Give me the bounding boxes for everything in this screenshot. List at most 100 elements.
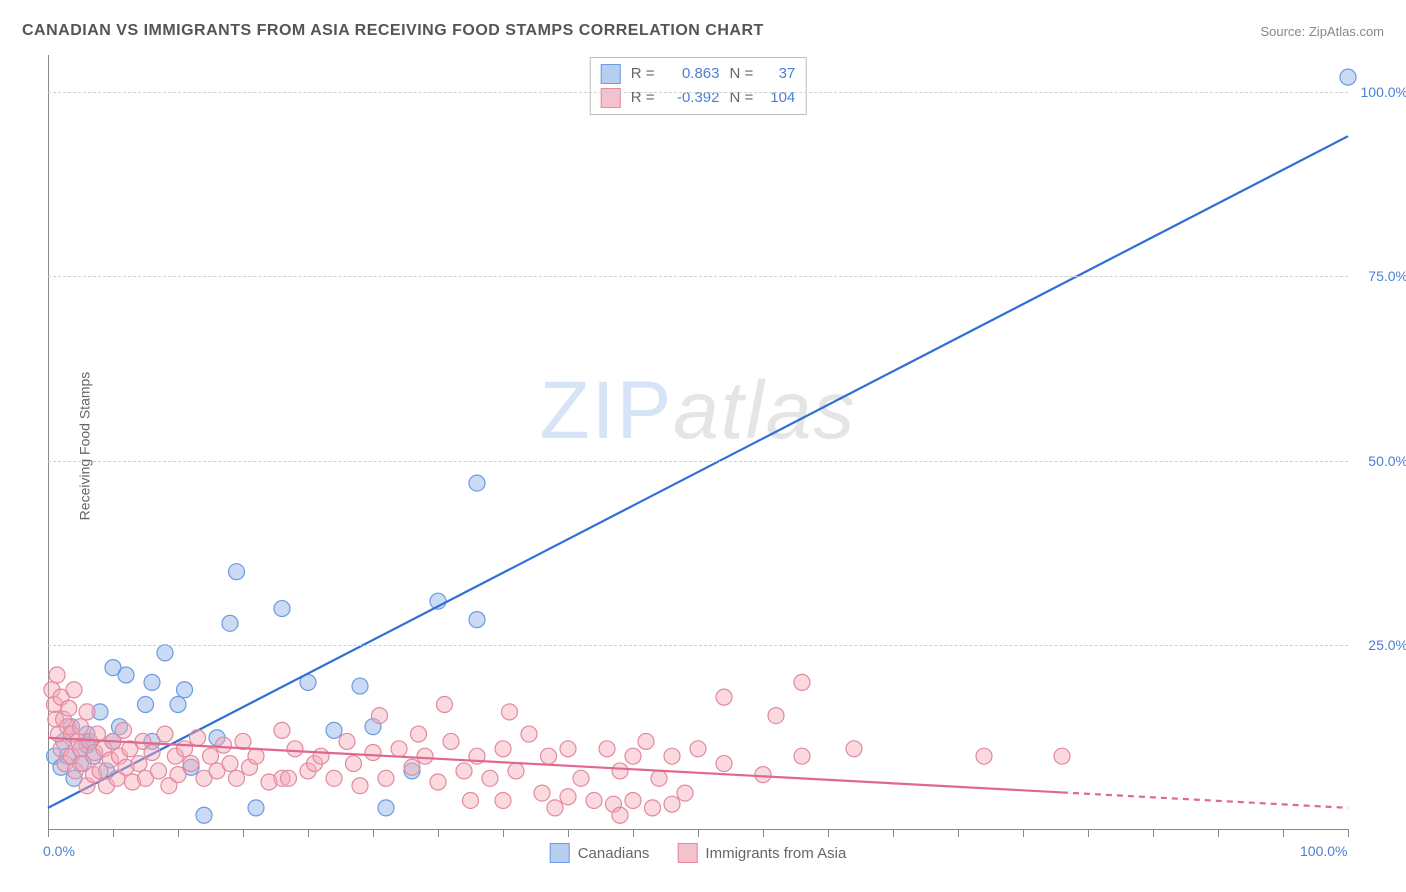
scatter-point <box>716 689 732 705</box>
scatter-point <box>274 722 290 738</box>
stats-row-immigrants: R = -0.392 N = 104 <box>601 86 796 110</box>
scatter-point <box>625 792 641 808</box>
stat-r-label: R = <box>631 86 655 110</box>
scatter-point <box>66 682 82 698</box>
scatter-point <box>469 612 485 628</box>
legend-item-immigrants: Immigrants from Asia <box>677 843 846 863</box>
stat-n-label: N = <box>730 62 754 86</box>
scatter-point <box>352 678 368 694</box>
scatter-point <box>248 748 264 764</box>
scatter-point <box>768 708 784 724</box>
gridline <box>48 461 1348 462</box>
scatter-point <box>586 792 602 808</box>
scatter-point <box>73 719 89 735</box>
scatter-point <box>346 756 362 772</box>
x-tick <box>243 829 244 837</box>
scatter-point <box>115 722 131 738</box>
scatter-point <box>443 733 459 749</box>
scatter-point <box>417 748 433 764</box>
scatter-point <box>437 697 453 713</box>
scatter-point <box>352 778 368 794</box>
scatter-point <box>183 756 199 772</box>
stats-box: R = 0.863 N = 37 R = -0.392 N = 104 <box>590 57 807 115</box>
swatch-canadians <box>601 64 621 84</box>
x-tick <box>178 829 179 837</box>
scatter-point <box>196 807 212 823</box>
trend-line <box>48 136 1348 808</box>
x-tick <box>1348 829 1349 837</box>
scatter-point <box>677 785 693 801</box>
trend-line-extrapolated <box>1062 792 1348 807</box>
scatter-point <box>612 763 628 779</box>
scatter-point <box>430 774 446 790</box>
stat-r-value-immigrants: -0.392 <box>665 86 720 110</box>
scatter-point <box>287 741 303 757</box>
scatter-point <box>846 741 862 757</box>
stat-n-label: N = <box>730 86 754 110</box>
legend-item-canadians: Canadians <box>550 843 650 863</box>
scatter-point <box>138 697 154 713</box>
x-tick <box>1023 829 1024 837</box>
x-tick-label: 100.0% <box>1300 843 1347 859</box>
x-tick <box>48 829 49 837</box>
scatter-point <box>469 475 485 491</box>
scatter-point <box>690 741 706 757</box>
scatter-point <box>573 770 589 786</box>
scatter-point <box>599 741 615 757</box>
x-tick <box>438 829 439 837</box>
x-tick-label: 0.0% <box>43 843 75 859</box>
scatter-point <box>248 800 264 816</box>
scatter-point <box>560 789 576 805</box>
x-tick <box>113 829 114 837</box>
gridline <box>48 276 1348 277</box>
x-tick <box>1283 829 1284 837</box>
scatter-point <box>372 708 388 724</box>
x-tick <box>1218 829 1219 837</box>
y-tick-label: 50.0% <box>1353 453 1406 469</box>
scatter-point <box>326 770 342 786</box>
y-tick-label: 25.0% <box>1353 637 1406 653</box>
plot-svg <box>48 55 1348 829</box>
scatter-point <box>170 697 186 713</box>
x-tick <box>568 829 569 837</box>
scatter-point <box>326 722 342 738</box>
legend: Canadians Immigrants from Asia <box>550 843 847 863</box>
scatter-point <box>151 763 167 779</box>
x-tick <box>1088 829 1089 837</box>
scatter-point <box>177 741 193 757</box>
scatter-point <box>625 748 641 764</box>
scatter-point <box>131 756 147 772</box>
x-tick <box>958 829 959 837</box>
scatter-point <box>463 792 479 808</box>
x-tick <box>373 829 374 837</box>
stats-row-canadians: R = 0.863 N = 37 <box>601 62 796 86</box>
scatter-point <box>495 741 511 757</box>
chart-source: Source: ZipAtlas.com <box>1260 24 1384 39</box>
scatter-point <box>534 785 550 801</box>
x-tick <box>893 829 894 837</box>
scatter-point <box>274 601 290 617</box>
scatter-point <box>794 674 810 690</box>
scatter-point <box>313 748 329 764</box>
scatter-point <box>378 800 394 816</box>
scatter-point <box>281 770 297 786</box>
scatter-point <box>638 733 654 749</box>
scatter-point <box>157 645 173 661</box>
chart-title: CANADIAN VS IMMIGRANTS FROM ASIA RECEIVI… <box>22 22 764 40</box>
scatter-point <box>203 748 219 764</box>
scatter-point <box>521 726 537 742</box>
scatter-point <box>495 792 511 808</box>
plot-area: ZIPatlas R = 0.863 N = 37 R = -0.392 N =… <box>48 55 1348 830</box>
stat-n-value-immigrants: 104 <box>763 86 795 110</box>
gridline <box>48 645 1348 646</box>
scatter-point <box>664 748 680 764</box>
scatter-point <box>560 741 576 757</box>
x-tick <box>828 829 829 837</box>
scatter-point <box>651 770 667 786</box>
scatter-point <box>482 770 498 786</box>
scatter-point <box>716 756 732 772</box>
x-tick <box>503 829 504 837</box>
scatter-point <box>456 763 472 779</box>
scatter-point <box>157 726 173 742</box>
x-tick <box>763 829 764 837</box>
